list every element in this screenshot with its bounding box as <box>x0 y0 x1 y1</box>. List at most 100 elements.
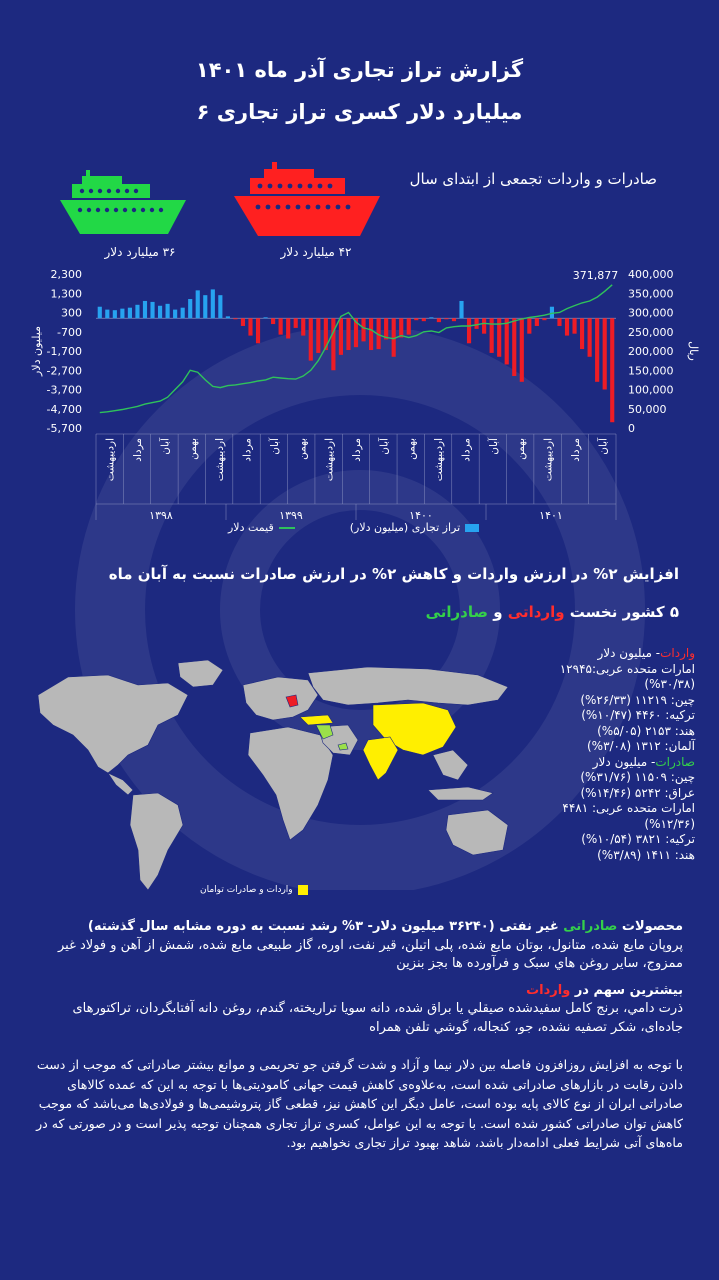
imports-unit: - میلیون دلار <box>597 646 661 660</box>
month-tick-label: آبان <box>158 437 171 455</box>
trade-balance-bar <box>301 318 306 336</box>
trade-balance-bar <box>459 300 464 319</box>
trade-balance-bar <box>519 318 524 382</box>
trade-balance-bar <box>286 318 291 339</box>
trade-balance-bar <box>331 318 336 371</box>
top5-prefix: ۵ کشور نخست <box>569 603 679 621</box>
trade-balance-bar <box>512 318 517 377</box>
south-america-shape <box>129 792 184 891</box>
top5-export-word: صادراتی <box>425 603 488 621</box>
exports-group-title: صادرات- میلیون دلار <box>515 755 695 771</box>
left-tick-label: 1,300 <box>51 287 83 300</box>
year-tick-label: ۱۴۰۰ <box>409 509 433 520</box>
year-tick-label: ۱۳۹۸ <box>149 509 173 520</box>
left-axis-title: میلیون دلار <box>30 326 43 377</box>
trade-balance-bar <box>587 318 592 357</box>
china-shape <box>372 702 457 756</box>
southeast-asia-shape <box>432 749 469 781</box>
dollar-price-line <box>99 284 613 414</box>
africa-shape <box>247 726 334 841</box>
trade-balance-bar <box>482 318 487 334</box>
trade-balance-bar <box>489 318 494 353</box>
trade-balance-bar <box>504 318 509 365</box>
trade-balance-bar <box>451 318 457 322</box>
trade-balance-bar <box>195 290 200 319</box>
export-products-list: پروپان مایع شده، متانول، بوتان مایع شده،… <box>57 937 683 972</box>
trade-balance-bar <box>595 318 600 382</box>
month-tick-label: اردیبهشت <box>105 438 117 481</box>
exports-title: صادرات <box>655 754 695 769</box>
trade-balance-bar <box>610 318 615 423</box>
trade-balance-bar <box>353 318 359 348</box>
trade-balance-bar <box>255 318 261 344</box>
import-products-title-pre: بیشترین سهم در <box>574 982 683 998</box>
map-legend-swatch <box>297 885 308 895</box>
month-tick-label: مرداد <box>570 438 582 462</box>
month-tick-label: آبان <box>377 437 390 455</box>
top5-import-word: وارداتی <box>507 603 565 621</box>
import-products-list: ذرت دامي، برنج كامل سفيدشده صيقلي يا برا… <box>72 1001 684 1035</box>
right-tick-label: 200,000 <box>628 345 674 358</box>
month-tick-label: بهمن <box>187 438 199 460</box>
trade-balance-bar <box>180 307 185 319</box>
page-subtitle: ۶ میلیارد دلار کسری تراز تجاری <box>196 100 523 124</box>
export-products-title-post: غیر نفتی (۳۶۲۴۰ میلیون دلار- ۳% رشد نسبت… <box>87 919 559 934</box>
right-axis-title: ریال <box>687 341 700 361</box>
trade-balance-bar <box>580 318 585 350</box>
watermark-logo <box>75 330 645 890</box>
month-tick-label: مرداد <box>132 438 144 462</box>
map-legend-label: واردات و صادرات توامان <box>200 885 293 895</box>
month-tick-label: اردیبهشت <box>324 438 336 481</box>
export-country-3: امارات متحده عربی: ۴۴۸۱ (۱۲/۳۶%) <box>562 801 695 831</box>
export-country-1: چین: ۱۱۵۰۹ (۳۱/۷۶%) <box>580 770 695 784</box>
export-total-label: ۳۶ میلیارد دلار <box>104 245 176 259</box>
month-tick-label: بهمن <box>406 438 418 460</box>
cumulative-title: صادرات و واردات تجمعی از ابتدای سال <box>409 170 657 188</box>
trade-balance-bar <box>263 317 268 319</box>
month-tick-label: بهمن <box>515 438 527 460</box>
trade-balance-bar <box>534 318 539 326</box>
trade-balance-bar <box>120 308 125 319</box>
import-products-title: بیشترین سهم در واردات <box>33 982 683 1001</box>
right-tick-label: 350,000 <box>628 287 674 300</box>
trade-balance-bar <box>210 289 215 319</box>
month-tick-label: مرداد <box>351 438 363 462</box>
trade-balance-bar <box>542 318 547 321</box>
trade-balance-bar <box>421 318 426 322</box>
trade-balance-bar <box>105 309 110 319</box>
trade-balance-chart: 2,300 1,300 300 -700 -1,700 -2,700 -3,700 -4,70… <box>30 268 700 520</box>
products-section: محصولات صادراتی غیر نفتی (۳۶۲۴۰ میلیون د… <box>33 918 683 1037</box>
trade-balance-bar <box>218 295 223 319</box>
trade-balance-bar <box>308 318 313 361</box>
central-america-shape <box>107 772 134 796</box>
trade-balance-bar <box>316 318 321 353</box>
left-tick-label: -5,700 <box>47 422 82 435</box>
australia-shape <box>445 809 509 856</box>
right-tick-label: 0 <box>628 422 635 435</box>
trade-balance-bar <box>346 318 351 351</box>
import-products-title-word: واردات <box>526 982 571 998</box>
imports-title: واردات <box>660 646 695 660</box>
trade-balance-bar <box>142 300 148 319</box>
month-tick-label: آبان <box>268 437 281 455</box>
trade-balance-bar <box>414 318 419 321</box>
trade-balance-bar <box>466 318 472 344</box>
monthly-change-heading: افزایش ۲% در ارزش واردات و کاهش ۲% در ار… <box>108 565 679 583</box>
trade-balance-bar <box>602 318 607 390</box>
trade-balance-bar <box>225 316 230 319</box>
month-tick-label: آبان <box>487 437 500 455</box>
legend-bar-item: تراز تجاری (میلیون دلار) <box>350 521 480 534</box>
import-country-5: آلمان: ۱۳۱۲ (۳/۰۸%) <box>586 739 695 753</box>
trade-balance-bar <box>361 318 366 342</box>
trade-balance-bar <box>248 318 253 336</box>
top5-heading: ۵ کشور نخست وارداتی و صادراتی <box>426 603 679 621</box>
trade-balance-bar <box>369 318 374 351</box>
analysis-paragraph: با توجه به افزایش روزافزون فاصله بین دلا… <box>36 1057 683 1150</box>
right-tick-label: 50,000 <box>628 403 667 416</box>
chart-legend: تراز تجاری (میلیون دلار) قیمت دلار <box>228 521 480 534</box>
month-tick-label: مرداد <box>460 438 472 462</box>
top5-and: و <box>493 603 503 621</box>
trade-balance-bar <box>557 318 562 326</box>
legend-line-label: قیمت دلار <box>228 521 274 534</box>
trade-balance-bar <box>444 318 449 320</box>
